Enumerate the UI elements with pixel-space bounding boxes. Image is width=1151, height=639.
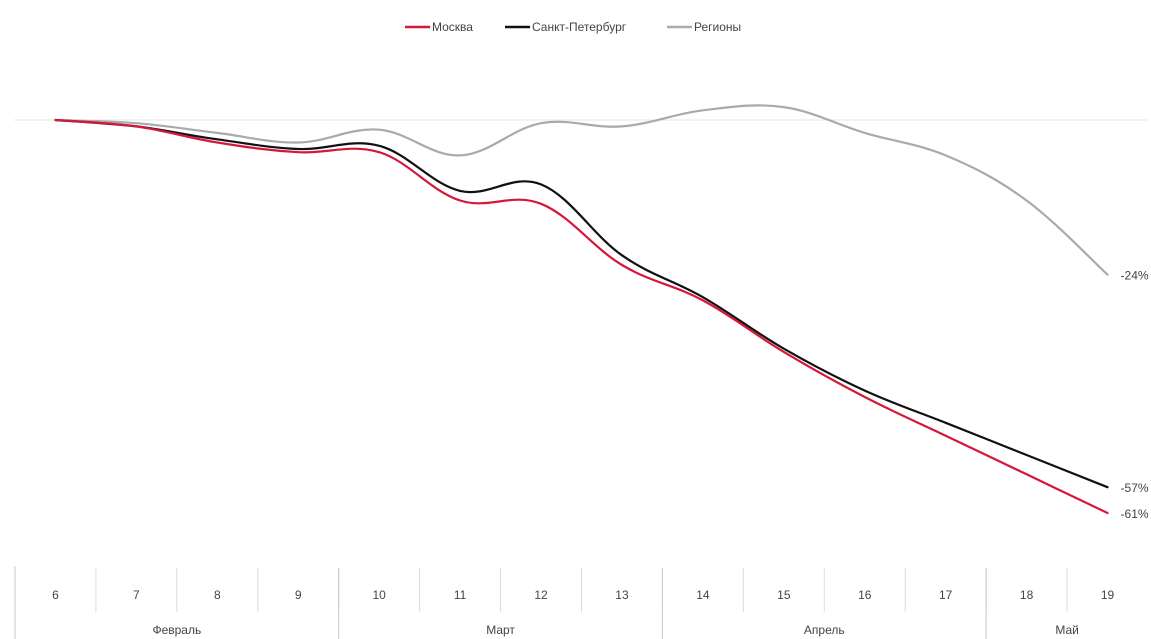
x-tick-label: 6	[52, 588, 59, 602]
series-layer	[54, 104, 1109, 515]
end-labels: -61% -57% -24%	[1121, 269, 1149, 521]
legend-label-регионы: Регионы	[694, 20, 741, 34]
series-line-регионы	[54, 104, 1109, 276]
end-label-санкт-петербург: -57%	[1121, 481, 1149, 495]
x-tick-label: 16	[858, 588, 872, 602]
x-tick-label: 19	[1101, 588, 1115, 602]
legend: Москва Санкт-Петербург Регионы	[405, 20, 741, 34]
x-tick-label: 11	[454, 588, 467, 602]
month-label-май: Май	[1055, 623, 1079, 637]
x-axis: 6 7 8 9 10 11 12 13 14 15 16 17 18 19 Февраль Март Апрел…	[14, 566, 1115, 639]
x-tick-label: 12	[534, 588, 548, 602]
x-tick-label: 17	[939, 588, 953, 602]
month-label-февраль: Февраль	[152, 623, 201, 637]
x-tick-label: 7	[133, 588, 140, 602]
month-label-март: Март	[486, 623, 515, 637]
legend-label-санкт-петербург: Санкт-Петербург	[532, 20, 627, 34]
end-label-регионы: -24%	[1121, 269, 1149, 283]
x-tick-label: 8	[214, 588, 221, 602]
x-tick-label: 9	[295, 588, 302, 602]
end-label-москва: -61%	[1121, 507, 1149, 521]
x-tick-label: 10	[372, 588, 386, 602]
x-tick-label: 15	[777, 588, 791, 602]
legend-label-москва: Москва	[432, 20, 473, 34]
x-tick-label: 18	[1020, 588, 1034, 602]
x-tick-label: 14	[696, 588, 710, 602]
month-label-апрель: Апрель	[804, 623, 845, 637]
series-line-санкт-петербург	[54, 118, 1109, 489]
x-tick-label: 13	[615, 588, 629, 602]
series-line-москва	[54, 118, 1109, 515]
